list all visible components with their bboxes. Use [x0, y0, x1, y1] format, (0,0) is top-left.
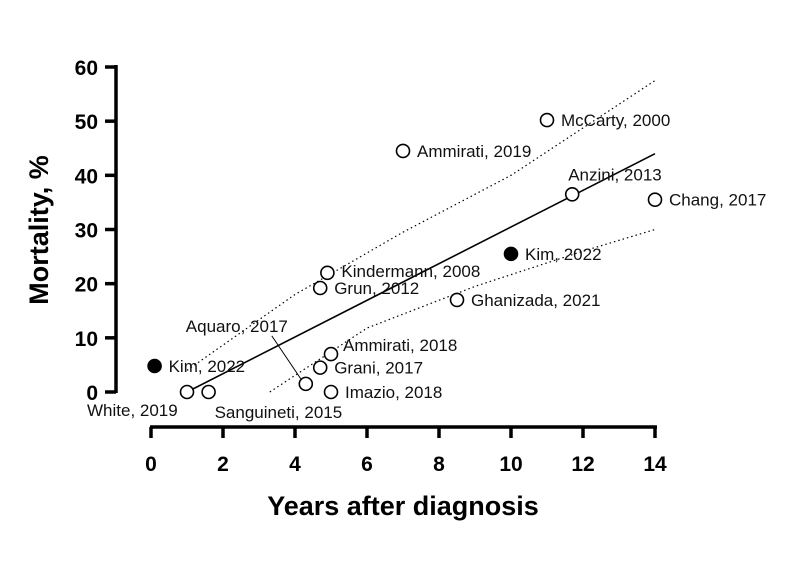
x-axis-ticks: 0 2 4 6 8 10 12 14 — [145, 427, 667, 476]
x-tick-label: 14 — [643, 453, 667, 476]
y-axis-ticks: 0 10 20 30 40 50 60 — [75, 57, 116, 405]
x-tick-label: 12 — [571, 453, 594, 476]
y-tick-label: 60 — [75, 57, 98, 80]
open-point — [449, 292, 465, 308]
point-label: Kim, 2022 — [525, 245, 602, 264]
point-label: Grani, 2017 — [334, 359, 423, 378]
ci-upper-line — [186, 80, 656, 371]
point-label: Imazio, 2018 — [345, 383, 442, 402]
open-point — [564, 186, 580, 202]
point-label: Kindermann, 2008 — [341, 262, 480, 281]
open-point — [647, 192, 663, 208]
x-tick-label: 4 — [289, 453, 301, 476]
open-point — [312, 360, 328, 375]
filled-point — [503, 246, 519, 262]
point-label: McCarty, 2000 — [561, 111, 670, 130]
filled-point — [147, 358, 162, 374]
y-axis-title: Mortality, % — [24, 155, 54, 305]
x-tick-label: 0 — [145, 453, 157, 476]
open-point — [323, 346, 339, 362]
x-tick-label: 6 — [361, 453, 373, 476]
open-point — [312, 280, 328, 296]
point-label: Anzini, 2013 — [568, 165, 662, 184]
point-label: Ghanizada, 2021 — [471, 291, 601, 310]
x-tick-label: 8 — [433, 453, 445, 476]
point-label: Ammirati, 2018 — [343, 336, 457, 355]
open-point — [395, 143, 411, 159]
open-point — [201, 384, 216, 400]
point-label: White, 2019 — [87, 401, 178, 420]
point-label: Grun, 2012 — [334, 279, 419, 298]
point-labels: McCarty, 2000 Ammirati, 2019 Anzini, 2013 C… — [87, 111, 766, 422]
point-label: Kim, 2022 — [169, 357, 246, 376]
open-point — [323, 384, 339, 400]
y-tick-label: 20 — [75, 274, 98, 297]
point-label: Ammirati, 2019 — [417, 142, 531, 161]
point-label: Chang, 2017 — [669, 191, 766, 210]
y-tick-label: 50 — [75, 111, 98, 134]
y-tick-label: 40 — [75, 165, 98, 188]
open-point — [539, 112, 555, 128]
point-label: Aquaro, 2017 — [186, 317, 288, 336]
y-tick-label: 10 — [75, 328, 98, 351]
x-axis-title: Years after diagnosis — [267, 491, 539, 521]
x-tick-label: 10 — [499, 453, 522, 476]
open-point — [179, 384, 195, 400]
open-point — [320, 265, 335, 281]
label-leader-line — [271, 335, 302, 380]
y-tick-label: 0 — [86, 382, 98, 405]
point-label: Sanguineti, 2015 — [215, 403, 343, 422]
x-tick-label: 2 — [217, 453, 229, 476]
data-points — [147, 112, 663, 400]
y-tick-label: 30 — [75, 220, 98, 243]
open-point — [298, 376, 314, 392]
